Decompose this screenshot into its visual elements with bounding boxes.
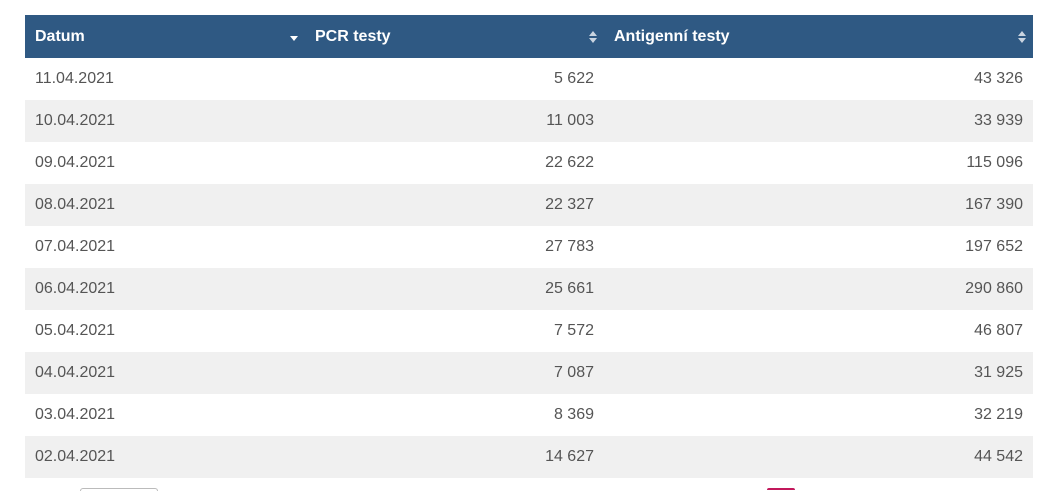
cell-pcr: 14 627 (545, 448, 594, 465)
cell-pcr: 11 003 (546, 112, 594, 129)
table-row: 10.04.2021 11 003 33 939 (25, 100, 1033, 142)
column-header-datum[interactable]: Datum (25, 15, 305, 58)
cell-antigen: 33 939 (974, 112, 1023, 129)
cell-pcr: 7 572 (553, 322, 594, 339)
column-header-antigen[interactable]: Antigenní testy (604, 15, 1033, 58)
sort-both-icon[interactable] (1017, 30, 1027, 44)
cell-date: 04.04.2021 (35, 364, 116, 381)
table-row: 02.04.2021 14 627 44 542 (25, 436, 1033, 478)
cell-date: 10.04.2021 (35, 112, 116, 129)
table-header: Datum PCR testy (25, 15, 1033, 58)
cell-antigen: 197 652 (965, 238, 1023, 255)
cell-pcr: 25 661 (545, 280, 594, 297)
cell-date: 06.04.2021 (35, 280, 116, 297)
column-header-pcr[interactable]: PCR testy (305, 15, 604, 58)
cell-antigen: 167 390 (965, 196, 1023, 213)
table-row: 09.04.2021 22 622 115 096 (25, 142, 1033, 184)
table-row: 11.04.2021 5 622 43 326 (25, 58, 1033, 100)
cell-pcr: 22 622 (545, 154, 594, 171)
cell-pcr: 5 622 (553, 70, 594, 87)
column-header-label: Datum (35, 27, 85, 45)
cell-date: 03.04.2021 (35, 406, 116, 423)
sort-both-icon[interactable] (588, 30, 598, 44)
cell-date: 09.04.2021 (35, 154, 116, 171)
cell-antigen: 290 860 (965, 280, 1023, 297)
table-header-row: Datum PCR testy (25, 15, 1033, 58)
cell-pcr: 7 087 (553, 364, 594, 381)
table-row: 04.04.2021 7 087 31 925 (25, 352, 1033, 394)
column-header-label: PCR testy (315, 27, 391, 45)
cell-antigen: 115 096 (966, 154, 1023, 171)
cell-pcr: 8 369 (553, 406, 594, 423)
table-row: 06.04.2021 25 661 290 860 (25, 268, 1033, 310)
column-header-label: Antigenní testy (614, 27, 730, 45)
cell-date: 08.04.2021 (35, 196, 116, 213)
cell-date: 02.04.2021 (35, 448, 116, 465)
cell-date: 11.04.2021 (35, 70, 114, 87)
cell-antigen: 44 542 (974, 448, 1023, 465)
table-row: 07.04.2021 27 783 197 652 (25, 226, 1033, 268)
table-body: 11.04.2021 5 622 43 326 10.04.2021 11 00… (25, 58, 1033, 478)
cell-date: 05.04.2021 (35, 322, 116, 339)
data-table-container: Datum PCR testy (25, 15, 1033, 478)
cell-antigen: 32 219 (974, 406, 1023, 423)
cell-date: 07.04.2021 (35, 238, 116, 255)
pagination-active-button[interactable] (767, 488, 795, 490)
cell-antigen: 31 925 (974, 364, 1023, 381)
cell-antigen: 46 807 (974, 322, 1023, 339)
table-row: 05.04.2021 7 572 46 807 (25, 310, 1033, 352)
cell-antigen: 43 326 (974, 70, 1023, 87)
sort-desc-icon[interactable] (289, 30, 299, 44)
cell-pcr: 27 783 (545, 238, 594, 255)
tests-table: Datum PCR testy (25, 15, 1033, 478)
table-row: 03.04.2021 8 369 32 219 (25, 394, 1033, 436)
table-row: 08.04.2021 22 327 167 390 (25, 184, 1033, 226)
cell-pcr: 22 327 (545, 196, 594, 213)
